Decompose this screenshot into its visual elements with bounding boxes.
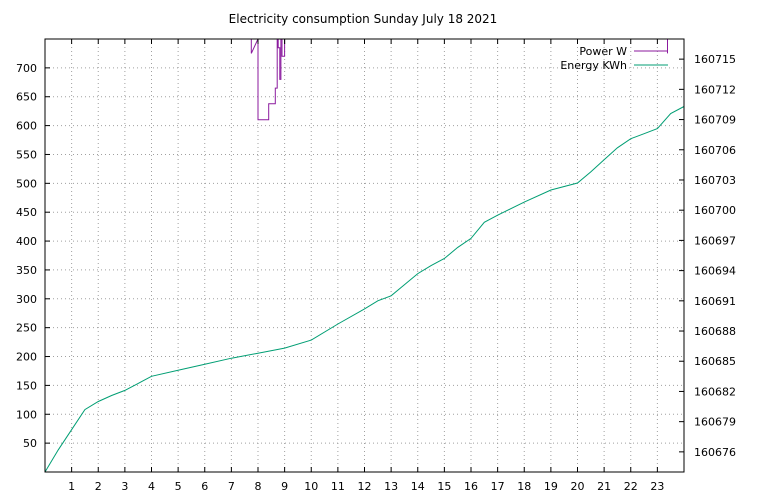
- x-tick-label: 10: [304, 480, 318, 493]
- x-tick-label: 3: [121, 480, 128, 493]
- series-line-0: [250, 38, 668, 121]
- plot-series: [44, 38, 685, 473]
- x-tick-label: 20: [571, 480, 585, 493]
- x-tick-label: 22: [624, 480, 638, 493]
- x-tick-label: 8: [255, 480, 262, 493]
- x-tick-label: 5: [175, 480, 182, 493]
- x-tick-label: 23: [650, 480, 664, 493]
- y-right-tick-label: 160715: [694, 53, 736, 66]
- y-left-tick-label: 200: [16, 351, 37, 364]
- series-line-1: [44, 106, 685, 473]
- x-tick-label: 19: [544, 480, 558, 493]
- x-tick-label: 9: [281, 480, 288, 493]
- x-tick-label: 7: [228, 480, 235, 493]
- x-tick-label: 18: [517, 480, 531, 493]
- x-tick-label: 1: [68, 480, 75, 493]
- x-tick-label: 2: [95, 480, 102, 493]
- y-left-tick-label: 500: [16, 177, 37, 190]
- x-tick-label: 14: [411, 480, 425, 493]
- y-right-tick-label: 160685: [694, 355, 736, 368]
- y-left-tick-label: 600: [16, 120, 37, 133]
- x-tick-label: 12: [358, 480, 372, 493]
- y-left-tick-label: 300: [16, 293, 37, 306]
- y-left-tick-label: 700: [16, 62, 37, 75]
- y-right-tick-label: 160679: [694, 416, 736, 429]
- y-right-tick-label: 160706: [694, 144, 736, 157]
- y-right-tick-label: 160697: [694, 234, 736, 247]
- y-right-tick-label: 160688: [694, 325, 736, 338]
- y-left-tick-label: 350: [16, 264, 37, 277]
- y-left-tick-label: 150: [16, 379, 37, 392]
- gridlines: [45, 39, 684, 472]
- y-left-tick-label: 550: [16, 148, 37, 161]
- y-left-tick-label: 650: [16, 91, 37, 104]
- y-right-tick-label: 160703: [694, 174, 736, 187]
- legend-label: Energy KWh: [560, 59, 627, 72]
- y-left-tick-label: 450: [16, 206, 37, 219]
- y-right-tick-label: 160691: [694, 295, 736, 308]
- legend-label: Power W: [579, 45, 627, 58]
- x-tick-label: 6: [201, 480, 208, 493]
- y-right-tick-label: 160709: [694, 114, 736, 127]
- axis-ticks: 1 2 3 4 5 6 7 8 9 10 11 12 13 14 15 16 17 18 19 20 21 22 23501…: [16, 39, 736, 493]
- chart-title: Electricity consumption Sunday July 18 2…: [229, 12, 498, 26]
- x-tick-label: 17: [491, 480, 505, 493]
- x-tick-label: 15: [437, 480, 451, 493]
- y-right-tick-label: 160676: [694, 446, 736, 459]
- y-right-tick-label: 160712: [694, 83, 736, 96]
- x-tick-label: 13: [384, 480, 398, 493]
- x-tick-label: 11: [331, 480, 345, 493]
- y-right-tick-label: 160694: [694, 265, 736, 278]
- y-right-tick-label: 160700: [694, 204, 736, 217]
- x-tick-label: 21: [597, 480, 611, 493]
- y-left-tick-label: 100: [16, 408, 37, 421]
- y-left-tick-label: 50: [23, 437, 37, 450]
- y-right-tick-label: 160682: [694, 385, 736, 398]
- x-tick-label: 4: [148, 480, 155, 493]
- x-tick-label: 16: [464, 480, 478, 493]
- y-left-tick-label: 400: [16, 235, 37, 248]
- y-left-tick-label: 250: [16, 322, 37, 335]
